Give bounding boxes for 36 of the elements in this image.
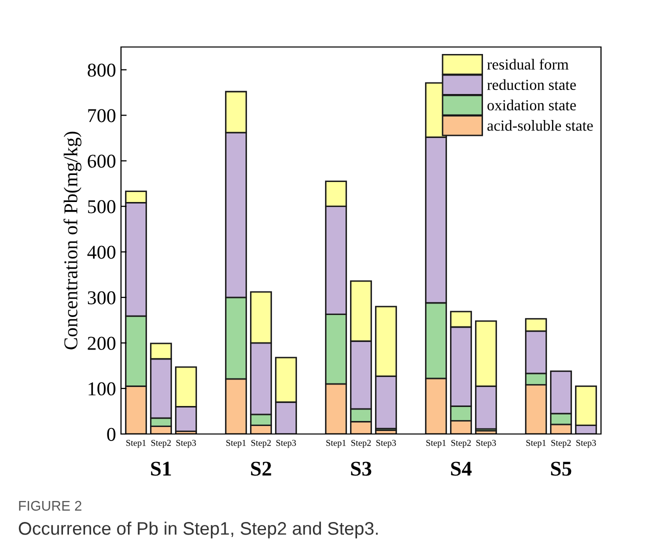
x-tick-label: Step3 xyxy=(376,440,396,448)
y-tick-label: 0 xyxy=(107,428,116,441)
x-tick-label: Step2 xyxy=(451,440,471,448)
text: S3 xyxy=(351,462,372,476)
x-tick-label: Step1 xyxy=(526,440,546,448)
x-tick-label: Step1 xyxy=(226,440,246,448)
x-tick-label: Step2 xyxy=(251,440,271,448)
y-tick-label: 700 xyxy=(88,109,116,122)
legend-label: reduction state xyxy=(487,79,576,90)
text: Occurrence of Pb in Step1, Step2 and Step3. xyxy=(18,522,378,538)
caption: FIGURE 2 xyxy=(19,500,82,511)
y-tick-label: 200 xyxy=(88,336,116,350)
x-tick-label: Step2 xyxy=(551,440,571,448)
y-tick-label: 100 xyxy=(88,382,116,396)
x-tick-label: Step3 xyxy=(176,440,196,448)
x-tick-label: Step1 xyxy=(126,440,146,448)
text: S4 xyxy=(451,462,472,476)
x-tick-label: Step1 xyxy=(326,440,346,448)
y-tick-label: 400 xyxy=(87,246,116,259)
x-tick-label: Step2 xyxy=(351,440,371,448)
y-tick-label: 300 xyxy=(88,291,116,304)
x-tick-label: Step3 xyxy=(476,440,496,448)
y-tick-label: 800 xyxy=(88,64,116,77)
x-tick-label: Step3 xyxy=(576,440,596,448)
y-axis-title: Concentration of Pb(mg/kg) xyxy=(64,132,82,350)
text: S5 xyxy=(551,462,572,476)
x-tick-label: Step3 xyxy=(276,440,296,448)
x-tick-label: Step2 xyxy=(151,440,171,448)
y-tick-label: 500 xyxy=(88,200,116,214)
text: S2 xyxy=(251,462,272,476)
legend-label: residual form xyxy=(487,58,569,70)
legend-label: acid-soluble state xyxy=(487,120,593,131)
text: S1 xyxy=(151,462,171,476)
x-tick-label: Step1 xyxy=(426,440,446,448)
y-tick-label: 600 xyxy=(88,154,116,168)
legend-label: oxidation state xyxy=(487,100,576,110)
